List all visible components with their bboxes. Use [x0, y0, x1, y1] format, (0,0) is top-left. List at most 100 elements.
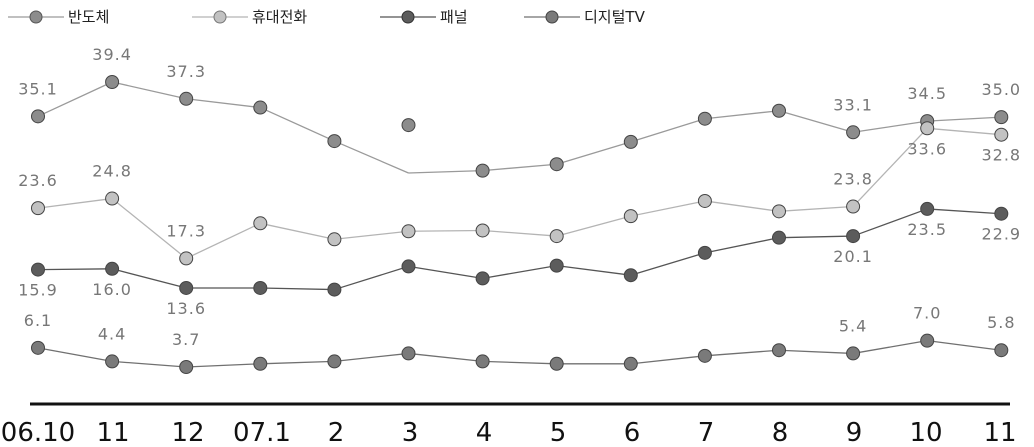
- series-segment: [334, 352, 409, 363]
- series-segment: [111, 81, 187, 100]
- series-segment: [630, 118, 706, 143]
- data-point: [994, 127, 1009, 142]
- data-point: [31, 201, 45, 216]
- x-tick-label: 6: [624, 418, 641, 447]
- series-segment: [260, 287, 335, 291]
- data-point: [994, 343, 1009, 358]
- series-segment: [408, 352, 483, 363]
- data-point: [475, 354, 490, 369]
- series-segment: [704, 200, 780, 212]
- x-tick-label: 9: [846, 418, 863, 447]
- series-segment: [111, 268, 187, 289]
- x-tick-label: 7: [698, 418, 715, 447]
- series-segment: [927, 116, 1002, 122]
- data-label: 32.8: [981, 146, 1021, 165]
- data-label: 15.9: [18, 281, 58, 300]
- series-segment: [556, 215, 631, 237]
- series-segment: [630, 200, 706, 217]
- series-segment: [37, 81, 113, 117]
- data-point: [105, 261, 120, 276]
- x-tick-label: 8: [772, 418, 789, 447]
- legend-label-panel: 패널: [440, 8, 468, 26]
- data-label: 23.5: [907, 220, 947, 239]
- series-segment: [630, 252, 706, 276]
- data-point: [697, 245, 712, 260]
- x-tick-label: 4: [476, 418, 493, 447]
- data-label: 7.0: [913, 304, 941, 323]
- series-segment: [778, 110, 854, 133]
- data-label: 17.3: [166, 221, 206, 240]
- data-point: [327, 354, 342, 369]
- legend: 반도체 휴대전화 패널 디지털TV: [0, 6, 1034, 32]
- data-point: [253, 216, 268, 231]
- series-segment: [630, 355, 705, 365]
- data-point: [623, 209, 638, 224]
- data-label: 35.0: [981, 80, 1021, 99]
- legend-marker-digital-tv: [524, 10, 580, 23]
- data-point: [105, 191, 120, 206]
- series-segment: [185, 222, 261, 260]
- data-point: [846, 125, 861, 140]
- data-label: 5.8: [987, 313, 1015, 332]
- x-tick-label: 07.1: [233, 418, 291, 447]
- data-label: 35.1: [18, 79, 58, 98]
- series-segment: [260, 360, 335, 365]
- data-point: [31, 340, 45, 355]
- legend-item-panel: 패널: [380, 6, 468, 27]
- data-point: [549, 258, 564, 273]
- series-segment: [852, 127, 928, 207]
- data-point: [31, 109, 45, 124]
- series-line-group: [37, 340, 1002, 368]
- data-point: [549, 229, 564, 244]
- data-label: 39.4: [92, 45, 132, 64]
- series-segment: [186, 98, 261, 109]
- data-point: [179, 280, 194, 295]
- data-point: [31, 262, 45, 277]
- data-point: [697, 348, 712, 363]
- legend-label-semiconductor: 반도체: [68, 8, 110, 26]
- series-segment: [260, 106, 335, 142]
- data-point: [772, 204, 786, 219]
- data-point: [179, 360, 194, 374]
- legend-marker-panel: [380, 10, 436, 23]
- series-segment: [334, 265, 409, 291]
- data-point: [549, 157, 564, 172]
- series-segment: [37, 268, 113, 271]
- data-label: 3.7: [172, 330, 200, 349]
- data-point: [920, 121, 935, 136]
- data-point: [475, 271, 490, 286]
- series-segment: [927, 127, 1002, 136]
- series-segment: [408, 265, 483, 280]
- data-label: 5.4: [839, 316, 867, 335]
- series-segment: [778, 205, 854, 212]
- series-segment: [112, 360, 187, 368]
- data-point: [920, 333, 935, 348]
- series-segment: [111, 198, 187, 259]
- series-segment: [704, 349, 780, 357]
- legend-item-mobile-phone: 휴대전화: [192, 6, 307, 27]
- series-segment: [334, 230, 409, 240]
- legend-item-semiconductor: 반도체: [8, 6, 109, 27]
- data-label: 20.1: [833, 247, 873, 266]
- data-point: [623, 134, 638, 149]
- series-segment: [852, 208, 928, 237]
- data-label: 6.1: [24, 311, 52, 330]
- series-segment: [408, 229, 483, 232]
- data-point: [623, 356, 638, 371]
- series-line-group: [37, 127, 1002, 260]
- data-point: [475, 163, 490, 178]
- data-point: [327, 282, 342, 297]
- x-tick-label: 5: [550, 418, 567, 447]
- x-tick-label: 3: [402, 418, 419, 447]
- data-point: [401, 259, 416, 274]
- series-segment: [334, 140, 409, 174]
- series-line-group: [37, 81, 1002, 174]
- series-segment: [778, 235, 854, 239]
- legend-label-digital-tv: 디지털TV: [584, 8, 645, 26]
- x-tick-label: 2: [328, 418, 345, 447]
- data-point: [475, 223, 490, 238]
- data-point: [401, 224, 416, 239]
- series-segment: [927, 208, 1002, 215]
- data-point: [697, 111, 712, 126]
